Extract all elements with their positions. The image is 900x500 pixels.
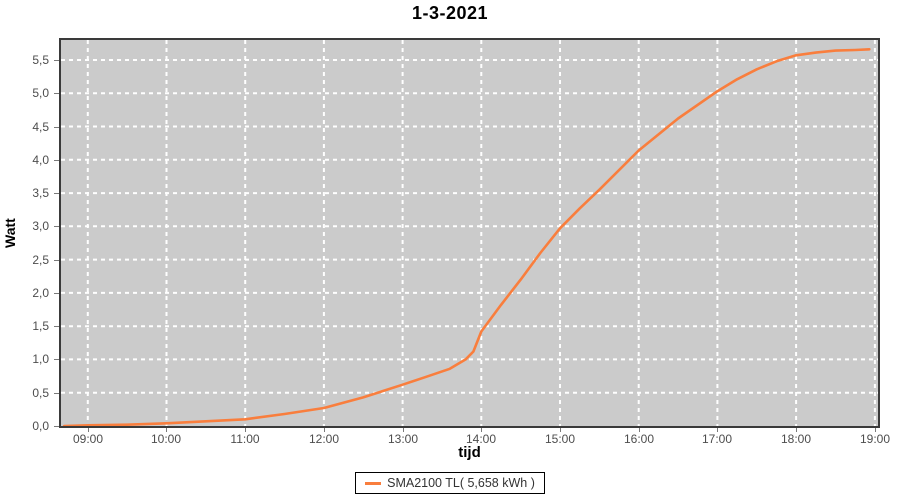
y-tick-label: 5,5 <box>32 52 49 67</box>
x-tick-label: 09:00 <box>72 432 104 446</box>
x-tick-label: 10:00 <box>150 432 182 446</box>
y-tick-label: 1,5 <box>32 319 49 334</box>
y-tick-mark <box>54 160 59 161</box>
series-line <box>62 48 871 426</box>
y-tick-mark <box>54 393 59 394</box>
x-tick-mark <box>875 428 876 432</box>
y-tick-label: 3,0 <box>32 219 49 234</box>
plot-svg <box>61 40 878 426</box>
x-tick-mark <box>560 428 561 432</box>
y-tick-mark <box>54 127 59 128</box>
x-tick-labels: 09:00 10:00 11:00 12:00 13:00 14:00 15:00 16:00… <box>61 428 890 448</box>
x-tick-label: 11:00 <box>230 432 260 446</box>
x-tick-mark <box>245 428 246 432</box>
x-tick-label: 14:00 <box>465 432 497 446</box>
x-axis-title: tijd <box>458 444 481 461</box>
y-tick-label: 1,0 <box>32 352 49 367</box>
y-tick-label: 2,5 <box>32 252 49 267</box>
chart-title: 1-3-2021 <box>411 3 489 23</box>
x-tick-mark <box>88 428 89 432</box>
legend-row: SMA2100 TL( 5,658 kWh ) <box>0 472 900 494</box>
x-tick-mark <box>166 428 167 432</box>
y-tick-label: 3,5 <box>32 186 49 201</box>
y-tick-label: 0,0 <box>32 419 49 433</box>
y-tick-label: 4,5 <box>32 119 49 134</box>
legend-label: SMA2100 TL( 5,658 kWh ) <box>387 476 535 490</box>
x-tick-label: 16:00 <box>623 432 655 446</box>
y-tick-mark <box>54 193 59 194</box>
plot-area <box>59 38 880 428</box>
x-tick-label: 13:00 <box>387 432 419 446</box>
x-tick-mark <box>639 428 640 432</box>
y-tick-labels: 0,0 0,5 1,0 1,5 2,0 2,5 3,0 3,5 4,0 4,5 5,0 5,5 <box>0 40 59 433</box>
y-tick-mark <box>54 93 59 94</box>
x-tick-mark <box>717 428 718 432</box>
y-tick-mark <box>54 60 59 61</box>
y-tick-label: 0,5 <box>32 385 49 400</box>
y-tick-mark <box>54 426 59 427</box>
x-tick-mark <box>324 428 325 432</box>
legend-line-swatch <box>365 481 382 485</box>
x-tick-label: 15:00 <box>544 432 576 446</box>
y-tick-mark <box>54 293 59 294</box>
y-tick-label: 2,0 <box>32 285 49 300</box>
y-tick-mark <box>54 359 59 360</box>
y-tick-mark <box>54 260 59 261</box>
y-tick-mark <box>54 226 59 227</box>
y-tick-mark <box>54 326 59 327</box>
x-tick-label: 19:00 <box>859 432 891 446</box>
legend: SMA2100 TL( 5,658 kWh ) <box>355 472 545 494</box>
y-tick-label: 4,0 <box>32 152 49 167</box>
x-tick-mark <box>403 428 404 432</box>
y-tick-label: 5,0 <box>32 86 49 101</box>
x-tick-label: 12:00 <box>308 432 340 446</box>
x-tick-label: 17:00 <box>701 432 733 446</box>
x-tick-label: 18:00 <box>780 432 812 446</box>
x-tick-mark <box>481 428 482 432</box>
x-tick-mark <box>796 428 797 432</box>
